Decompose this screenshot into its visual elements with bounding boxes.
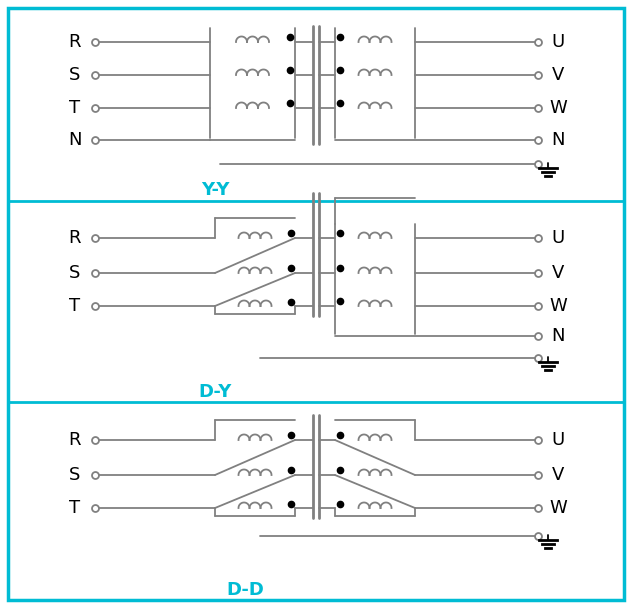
Text: R: R [69,33,82,51]
Text: R: R [69,431,82,449]
Text: N: N [68,131,82,149]
Text: D-Y: D-Y [198,383,232,401]
Text: V: V [552,66,564,84]
Text: S: S [70,264,81,282]
Text: U: U [551,33,564,51]
Text: Y-Y: Y-Y [201,181,229,199]
Text: D-D: D-D [226,581,264,599]
Text: U: U [551,431,564,449]
Text: T: T [70,297,80,315]
Text: T: T [70,99,80,117]
Text: T: T [70,499,80,517]
Text: S: S [70,66,81,84]
Text: N: N [551,131,565,149]
Text: S: S [70,466,81,484]
Text: W: W [549,499,567,517]
Text: R: R [69,229,82,247]
Text: N: N [551,327,565,345]
Text: W: W [549,297,567,315]
Text: U: U [551,229,564,247]
Text: V: V [552,264,564,282]
Text: W: W [549,99,567,117]
Text: V: V [552,466,564,484]
